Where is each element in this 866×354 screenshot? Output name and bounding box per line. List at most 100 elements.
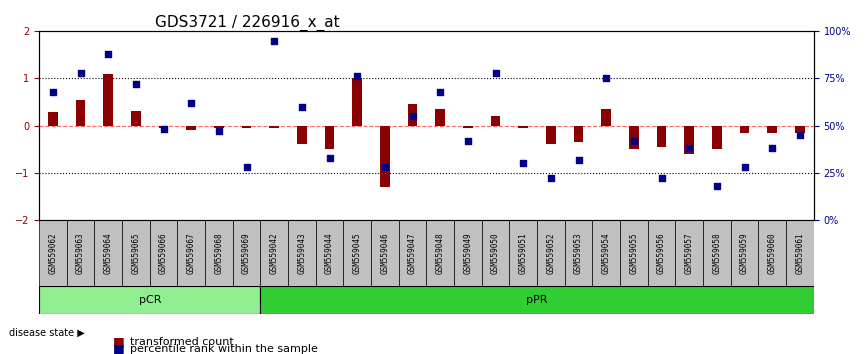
Point [295,104,309,109]
Text: GSM559054: GSM559054 [602,232,611,274]
Text: GSM559043: GSM559043 [297,232,307,274]
Bar [491,116,501,126]
Text: GSM559048: GSM559048 [436,232,445,274]
Text: GSM559061: GSM559061 [796,232,805,274]
FancyBboxPatch shape [39,286,261,314]
FancyBboxPatch shape [481,220,509,286]
Point [738,164,752,170]
FancyBboxPatch shape [39,220,67,286]
Text: GSM559063: GSM559063 [76,232,85,274]
Bar [712,126,721,149]
Point [240,164,254,170]
FancyBboxPatch shape [178,220,205,286]
FancyBboxPatch shape [398,220,426,286]
FancyBboxPatch shape [454,220,481,286]
FancyBboxPatch shape [122,220,150,286]
Text: ■: ■ [113,342,125,354]
FancyBboxPatch shape [592,220,620,286]
Bar [48,112,58,126]
FancyBboxPatch shape [620,220,648,286]
Text: GSM559059: GSM559059 [740,232,749,274]
FancyBboxPatch shape [509,220,537,286]
Text: GSM559060: GSM559060 [768,232,777,274]
Point [682,145,696,151]
FancyBboxPatch shape [233,220,261,286]
Point [268,38,281,44]
Point [129,81,143,87]
FancyBboxPatch shape [759,220,786,286]
Bar [242,126,251,128]
Bar [103,74,113,126]
Point [323,155,337,160]
Bar [352,78,362,126]
Bar [436,109,445,126]
Point [378,164,391,170]
Bar [601,109,611,126]
Bar [546,126,556,144]
Text: GSM559066: GSM559066 [159,232,168,274]
Point [766,145,779,151]
Text: GSM559058: GSM559058 [713,232,721,274]
Bar [740,126,749,133]
Bar [297,126,307,144]
Point [599,75,613,81]
Bar [795,126,805,133]
Point [793,132,807,138]
Text: percentile rank within the sample: percentile rank within the sample [130,344,318,354]
Text: GSM559047: GSM559047 [408,232,417,274]
Point [184,100,198,106]
FancyBboxPatch shape [372,220,398,286]
FancyBboxPatch shape [261,286,814,314]
Text: GSM559042: GSM559042 [270,232,279,274]
Point [433,89,447,95]
Bar [325,126,334,149]
Bar [131,112,141,126]
Bar [269,126,279,128]
Bar [767,126,777,133]
Bar [574,126,584,142]
Text: GSM559050: GSM559050 [491,232,500,274]
FancyBboxPatch shape [426,220,454,286]
Text: GDS3721 / 226916_x_at: GDS3721 / 226916_x_at [155,15,340,31]
FancyBboxPatch shape [731,220,759,286]
Text: GSM559069: GSM559069 [242,232,251,274]
Bar [684,126,695,154]
Bar [380,126,390,187]
FancyBboxPatch shape [537,220,565,286]
Text: GSM559045: GSM559045 [352,232,362,274]
Text: pCR: pCR [139,295,161,305]
FancyBboxPatch shape [344,220,372,286]
Text: transformed count: transformed count [130,337,234,347]
Text: GSM559051: GSM559051 [519,232,527,274]
Bar [656,126,667,147]
Bar [408,104,417,126]
Bar [463,126,473,128]
Bar [629,126,639,149]
Point [405,113,419,119]
Text: disease state ▶: disease state ▶ [9,328,84,338]
Point [212,129,226,134]
Text: GSM559049: GSM559049 [463,232,473,274]
Point [516,160,530,166]
Bar [158,126,169,128]
Point [655,176,669,181]
FancyBboxPatch shape [703,220,731,286]
Point [101,51,115,57]
Text: GSM559064: GSM559064 [104,232,113,274]
Bar [186,126,196,130]
Point [351,74,365,79]
FancyBboxPatch shape [67,220,94,286]
Point [544,176,558,181]
Point [572,157,585,162]
Point [157,126,171,132]
Text: pPR: pPR [527,295,548,305]
Point [488,70,502,75]
FancyBboxPatch shape [150,220,178,286]
Point [74,70,87,75]
Bar [214,126,223,128]
Text: GSM559057: GSM559057 [685,232,694,274]
Text: GSM559062: GSM559062 [48,232,57,274]
Point [710,183,724,189]
FancyBboxPatch shape [316,220,344,286]
Point [461,138,475,143]
